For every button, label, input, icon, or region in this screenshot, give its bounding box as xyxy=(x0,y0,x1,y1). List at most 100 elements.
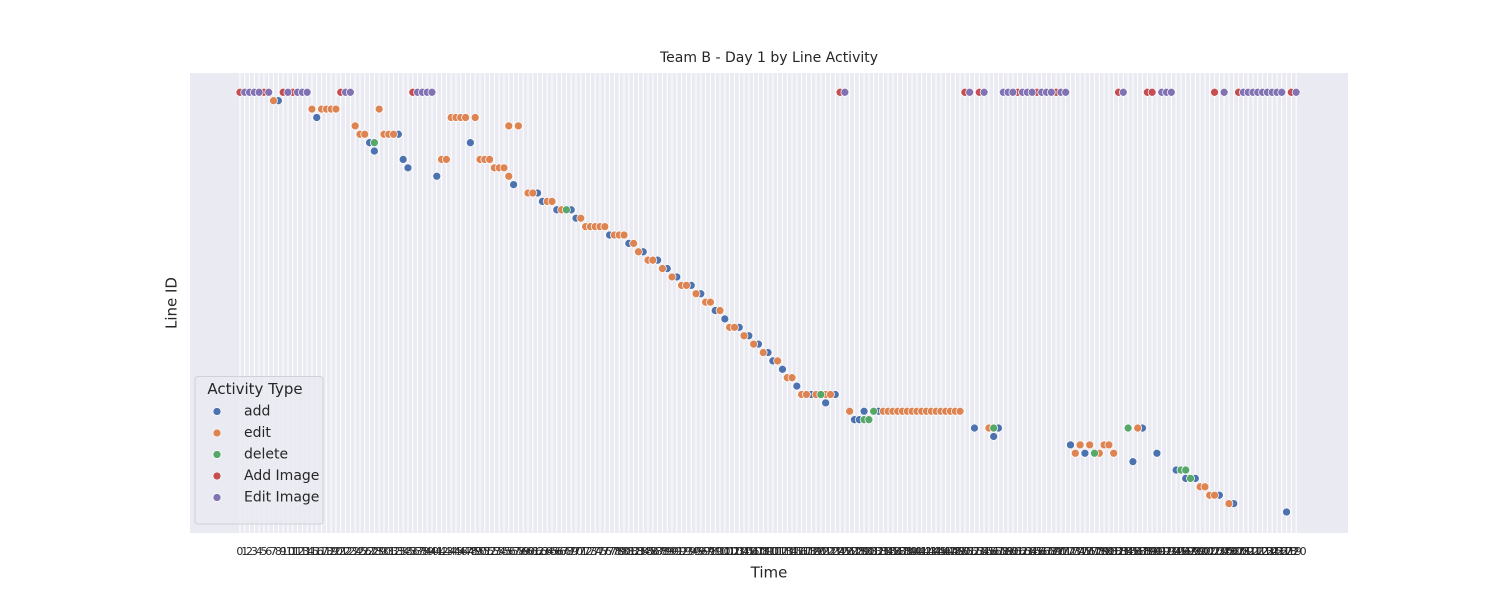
point xyxy=(955,406,965,416)
x-tick-label: 56 xyxy=(502,545,516,558)
x-tick-label: 126 xyxy=(834,545,855,558)
x-tick-label: 75 xyxy=(593,545,607,558)
x-tick-label: 44 xyxy=(444,545,458,558)
x-tick-label: 190 xyxy=(1142,545,1163,558)
point xyxy=(1166,87,1176,97)
point xyxy=(739,331,749,341)
x-tick-label: 37 xyxy=(411,545,425,558)
x-tick-label: 50 xyxy=(473,545,487,558)
x-tick-label: 109 xyxy=(753,545,774,558)
x-tick-label: 120 xyxy=(806,545,827,558)
point xyxy=(1090,448,1099,458)
x-tick-label: 55 xyxy=(497,545,511,558)
point xyxy=(792,381,802,391)
point xyxy=(864,415,874,425)
x-tick-label: 187 xyxy=(1127,545,1148,558)
point xyxy=(1210,490,1219,500)
x-tick-label: 34 xyxy=(396,545,410,558)
x-tick-label: 49 xyxy=(468,545,482,558)
x-tick-label: 45 xyxy=(449,545,463,558)
x-tick-label: 133 xyxy=(868,545,889,558)
x-tick-label: 123 xyxy=(820,545,841,558)
x-tick-label: 171 xyxy=(1050,545,1071,558)
legend-label: Edit Image xyxy=(244,490,319,506)
point xyxy=(989,432,999,441)
x-tick-label: 161 xyxy=(1002,545,1023,558)
x-tick-label: 38 xyxy=(415,545,429,558)
x-tick-label: 142 xyxy=(911,545,932,558)
x-tick-label: 88 xyxy=(655,545,669,558)
x-tick-label: 149 xyxy=(945,545,966,558)
point xyxy=(264,87,274,97)
x-tick-label: 31 xyxy=(382,545,396,558)
x-tick-label: 89 xyxy=(660,545,674,558)
x-tick-label: 157 xyxy=(983,545,1004,558)
point xyxy=(826,390,835,399)
point xyxy=(509,180,518,189)
x-tick-label: 23 xyxy=(343,545,357,558)
x-tick-label: 47 xyxy=(459,545,473,558)
x-tick-label: 40 xyxy=(425,545,439,558)
x-tick-label: 172 xyxy=(1055,545,1076,558)
point xyxy=(859,406,869,416)
point xyxy=(504,171,514,181)
x-tick-label: 14 xyxy=(300,545,314,558)
point xyxy=(634,247,643,257)
x-tick-label: 195 xyxy=(1166,545,1187,558)
x-tick-label: 107 xyxy=(743,545,764,558)
x-tick-label: 192 xyxy=(1151,545,1172,558)
x-tick-label: 102 xyxy=(719,545,740,558)
point xyxy=(1224,499,1234,508)
x-tick-label: 134 xyxy=(873,545,894,558)
x-tick-label: 160 xyxy=(998,545,1019,558)
point xyxy=(312,113,322,122)
x-tick-label: 179 xyxy=(1089,545,1110,558)
x-tick-label: 60 xyxy=(521,545,535,558)
point xyxy=(576,213,586,223)
x-tick-label: 32 xyxy=(387,545,401,558)
x-tick-label: 35 xyxy=(401,545,415,558)
point xyxy=(269,96,278,106)
x-tick-label: 205 xyxy=(1214,545,1235,558)
x-tick-label: 4 xyxy=(256,545,263,558)
x-tick-label: 216 xyxy=(1266,545,1287,558)
x-tick-label: 153 xyxy=(964,545,985,558)
point xyxy=(1123,423,1133,433)
point xyxy=(691,289,701,299)
x-tick-label: 59 xyxy=(516,545,530,558)
x-tick-label: 91 xyxy=(670,545,684,558)
x-tick-label: 7 xyxy=(270,545,277,558)
x-tick-label: 201 xyxy=(1194,545,1215,558)
x-tick-label: 94 xyxy=(684,545,698,558)
x-tick-label: 61 xyxy=(526,545,540,558)
x-tick-label: 85 xyxy=(641,545,655,558)
x-tick-label: 193 xyxy=(1156,545,1177,558)
point xyxy=(1085,440,1095,450)
x-tick-label: 147 xyxy=(935,545,956,558)
x-tick-label: 71 xyxy=(574,545,588,558)
legend-marker xyxy=(212,428,222,438)
x-tick-label: 111 xyxy=(762,545,783,558)
x-tick-label: 177 xyxy=(1079,545,1100,558)
x-tick-label: 162 xyxy=(1007,545,1028,558)
x-tick-label: 5 xyxy=(260,545,267,558)
point xyxy=(1291,87,1301,97)
x-tick-label: 16 xyxy=(310,545,324,558)
point xyxy=(1070,448,1080,458)
x-tick-label: 29 xyxy=(372,545,386,558)
x-axis-label: Time xyxy=(750,564,788,582)
x-tick-label: 8 xyxy=(275,545,282,558)
point xyxy=(619,230,629,240)
x-tick-label: 62 xyxy=(531,545,545,558)
point xyxy=(514,121,523,131)
point xyxy=(715,306,725,315)
x-tick-label: 176 xyxy=(1074,545,1095,558)
point xyxy=(720,314,730,324)
point xyxy=(1080,448,1090,458)
x-tick-label: 152 xyxy=(959,545,980,558)
point xyxy=(773,356,782,366)
point xyxy=(778,364,787,374)
x-tick-label: 194 xyxy=(1161,545,1182,558)
x-tick-label: 121 xyxy=(810,545,831,558)
